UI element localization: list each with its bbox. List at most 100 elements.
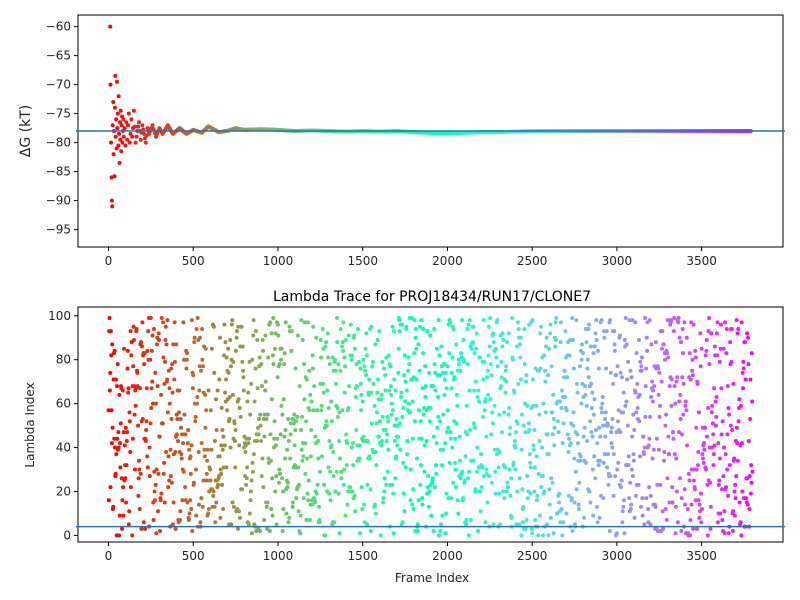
lambda-point — [492, 403, 497, 408]
lambda-point — [269, 397, 274, 402]
lambda-point — [553, 337, 558, 342]
lambda-point — [553, 320, 558, 325]
lambda-point — [284, 511, 289, 516]
lambda-point — [506, 412, 511, 417]
delta-g-point — [114, 117, 119, 122]
lambda-point — [456, 362, 461, 367]
lambda-point — [491, 340, 496, 345]
delta-g-point — [114, 79, 119, 84]
lambda-point — [650, 379, 655, 384]
lambda-point — [338, 456, 343, 461]
lambda-point — [248, 498, 253, 503]
lambda-point — [303, 441, 308, 446]
lambda-point — [389, 401, 394, 406]
lambda-point — [514, 344, 519, 349]
lambda-point — [677, 335, 682, 340]
lambda-point — [708, 480, 713, 485]
lambda-point — [389, 392, 394, 397]
lambda-point — [629, 467, 634, 472]
lambda-point — [126, 390, 131, 395]
lambda-point — [314, 491, 319, 496]
lambda-point — [654, 436, 659, 441]
lambda-point — [623, 403, 628, 408]
lambda-point — [159, 315, 164, 320]
lambda-point — [281, 397, 286, 402]
lambda-point — [575, 441, 580, 446]
lambda-point — [213, 397, 218, 402]
lambda-point — [646, 443, 651, 448]
lambda-point — [241, 388, 246, 393]
lambda-point — [526, 421, 531, 426]
lambda-point — [712, 386, 717, 391]
lambda-point — [146, 329, 151, 334]
delta-g-point — [124, 120, 129, 125]
lambda-point — [722, 531, 727, 536]
lambda-point — [475, 445, 480, 450]
lambda-point — [364, 353, 369, 358]
delta-g-point — [115, 126, 120, 131]
lambda-trace-y-axis-label: Lambda Index — [23, 382, 37, 467]
lambda-point — [422, 406, 427, 411]
lambda-point — [244, 476, 249, 481]
lambda-point — [685, 507, 690, 512]
lambda-point — [259, 362, 264, 367]
delta-g-point — [127, 140, 132, 145]
lambda-point — [572, 456, 577, 461]
lambda-point — [285, 485, 290, 490]
x-tick-label: 2500 — [517, 549, 548, 563]
lambda-point — [165, 377, 170, 382]
lambda-point — [182, 412, 187, 417]
lambda-point — [415, 522, 420, 527]
lambda-point — [423, 384, 428, 389]
lambda-point — [660, 509, 665, 514]
lambda-point — [352, 346, 357, 351]
lambda-point — [684, 335, 689, 340]
lambda-point — [468, 427, 473, 432]
lambda-point — [173, 526, 178, 531]
lambda-point — [316, 456, 321, 461]
lambda-point — [238, 515, 243, 520]
delta-g-point — [126, 111, 131, 116]
lambda-point — [524, 379, 529, 384]
lambda-point — [486, 324, 491, 329]
lambda-point — [622, 337, 627, 342]
lambda-point — [292, 412, 297, 417]
lambda-point — [504, 379, 509, 384]
lambda-point — [222, 443, 227, 448]
lambda-point — [109, 353, 114, 358]
lambda-point — [681, 412, 686, 417]
lambda-point — [631, 412, 636, 417]
lambda-point — [719, 386, 724, 391]
lambda-point — [600, 401, 605, 406]
lambda-point — [483, 520, 488, 525]
lambda-point — [326, 355, 331, 360]
lambda-point — [472, 425, 477, 430]
lambda-point — [648, 414, 653, 419]
lambda-point — [614, 373, 619, 378]
lambda-point — [251, 452, 256, 457]
lambda-point — [499, 359, 504, 364]
lambda-point — [341, 482, 346, 487]
lambda-point — [554, 315, 559, 320]
lambda-point — [515, 421, 520, 426]
lambda-point — [517, 522, 522, 527]
lambda-point — [123, 476, 128, 481]
delta-g-point — [133, 140, 138, 145]
lambda-point — [550, 432, 555, 437]
lambda-point — [273, 331, 278, 336]
lambda-point — [586, 326, 591, 331]
lambda-point — [609, 430, 614, 435]
lambda-point — [666, 434, 671, 439]
lambda-point — [387, 388, 392, 393]
lambda-point — [280, 529, 285, 534]
lambda-point — [513, 445, 518, 450]
lambda-point — [493, 469, 498, 474]
lambda-point — [529, 526, 534, 531]
lambda-point — [558, 320, 563, 325]
delta-g-point — [138, 137, 143, 142]
lambda-point — [402, 353, 407, 358]
lambda-point — [627, 318, 632, 323]
lambda-point — [467, 469, 472, 474]
lambda-point — [518, 355, 523, 360]
lambda-point — [193, 414, 198, 419]
